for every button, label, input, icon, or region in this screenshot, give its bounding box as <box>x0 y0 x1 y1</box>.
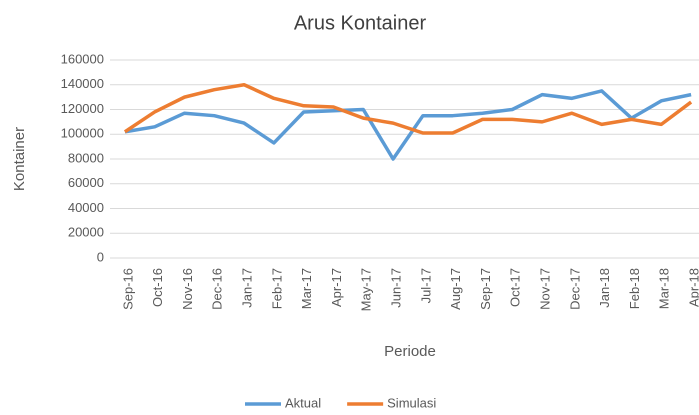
x-tick-label: Sep-17 <box>478 268 493 310</box>
legend-label: Simulasi <box>387 395 436 410</box>
chart-title: Arus Kontainer <box>294 12 427 34</box>
y-axis-title: Kontainer <box>11 127 28 191</box>
x-tick-label: Oct-17 <box>508 268 523 307</box>
x-tick-label: Jun-17 <box>389 268 404 308</box>
x-tick-label: Feb-17 <box>269 268 284 309</box>
y-tick-label: 80000 <box>68 150 104 165</box>
line-series <box>124 89 692 161</box>
x-tick-label: Oct-16 <box>150 268 165 307</box>
x-tick-label: Apr-17 <box>329 268 344 307</box>
line-series <box>123 83 693 135</box>
x-tick-label: May-17 <box>359 268 374 311</box>
x-tick-label: Mar-17 <box>299 268 314 309</box>
y-tick-label: 100000 <box>61 126 104 141</box>
x-tick-label: Jan-17 <box>240 268 255 308</box>
y-tick-label: 20000 <box>68 225 104 240</box>
y-tick-label: 140000 <box>61 76 104 91</box>
y-tick-label: 0 <box>97 249 104 264</box>
legend-label: Aktual <box>285 395 321 410</box>
y-tick-label: 160000 <box>61 51 104 66</box>
x-tick-label: Apr-18 <box>687 268 699 307</box>
y-tick-label: 60000 <box>68 175 104 190</box>
x-tick-label: Jul-17 <box>418 268 433 303</box>
x-tick-label: Feb-18 <box>627 268 642 309</box>
x-tick-label: Mar-18 <box>657 268 672 309</box>
x-tick-label: Jan-18 <box>597 268 612 308</box>
y-tick-label: 40000 <box>68 200 104 215</box>
x-tick-label: Sep-16 <box>120 268 135 310</box>
x-tick-label: Dec-16 <box>210 268 225 310</box>
x-axis-title: Periode <box>384 343 436 360</box>
y-tick-label: 120000 <box>61 101 104 116</box>
x-tick-label: Nov-16 <box>180 268 195 310</box>
x-tick-label: Aug-17 <box>448 268 463 310</box>
x-tick-label: Nov-17 <box>538 268 553 310</box>
x-tick-label: Dec-17 <box>567 268 582 310</box>
